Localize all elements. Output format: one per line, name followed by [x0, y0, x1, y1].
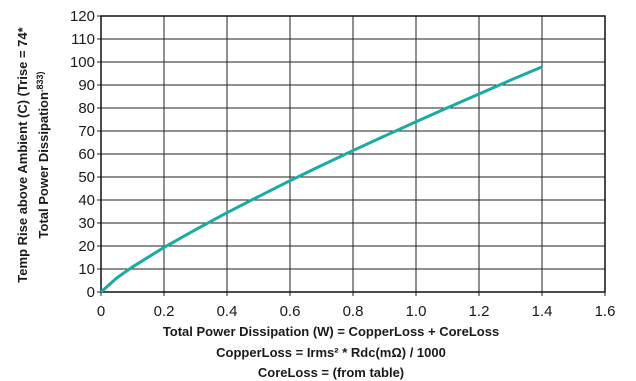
x-axis-label: CopperLoss = Irms² * Rdc(mΩ) / 1000 — [216, 345, 446, 360]
y-tick-label: 30 — [78, 215, 95, 232]
x-tick-label: 0.6 — [280, 303, 301, 320]
y-tick-label: 100 — [70, 54, 95, 71]
y-tick-label: 60 — [78, 146, 95, 163]
y-tick-label: 80 — [78, 100, 95, 117]
x-tick-label: 1.4 — [532, 303, 553, 320]
y-tick-label: 70 — [78, 123, 95, 140]
y-tick-label: 50 — [78, 169, 95, 186]
y-axis-label-line: Total Power Dissipation.833) — [35, 72, 51, 239]
x-tick-label: 0.8 — [343, 303, 364, 320]
plot-border — [100, 15, 606, 293]
y-axis-label-line: Temp Rise above Ambient (C) (Trise = 74* — [15, 26, 30, 282]
y-tick-label: 10 — [78, 261, 95, 278]
y-tick-label: 20 — [78, 238, 95, 255]
y-label-superscript: .833) — [35, 72, 45, 93]
x-axis-label: Total Power Dissipation (W) = CopperLoss… — [163, 324, 499, 339]
x-tick-label: 1.2 — [469, 303, 490, 320]
x-tick-label: 1.0 — [406, 303, 427, 320]
y-tick-label: 0 — [87, 284, 95, 301]
data-line — [100, 65, 543, 294]
y-label-text: Total Power Dissipation — [36, 92, 51, 238]
y-tick-label: 120 — [70, 8, 95, 25]
y-tick-label: 110 — [71, 31, 95, 48]
x-tick-label: 0 — [97, 303, 105, 320]
y-axis-label: Temp Rise above Ambient (C) (Trise = 74*… — [15, 26, 51, 282]
y-tick-label: 40 — [78, 192, 95, 209]
x-tick-label: 1.6 — [595, 303, 616, 320]
x-tick-label: 0.4 — [217, 303, 238, 320]
x-tick-label: 0.2 — [154, 303, 175, 320]
x-axis-label: CoreLoss = (from table) — [258, 365, 404, 380]
y-tick-label: 90 — [78, 77, 95, 94]
